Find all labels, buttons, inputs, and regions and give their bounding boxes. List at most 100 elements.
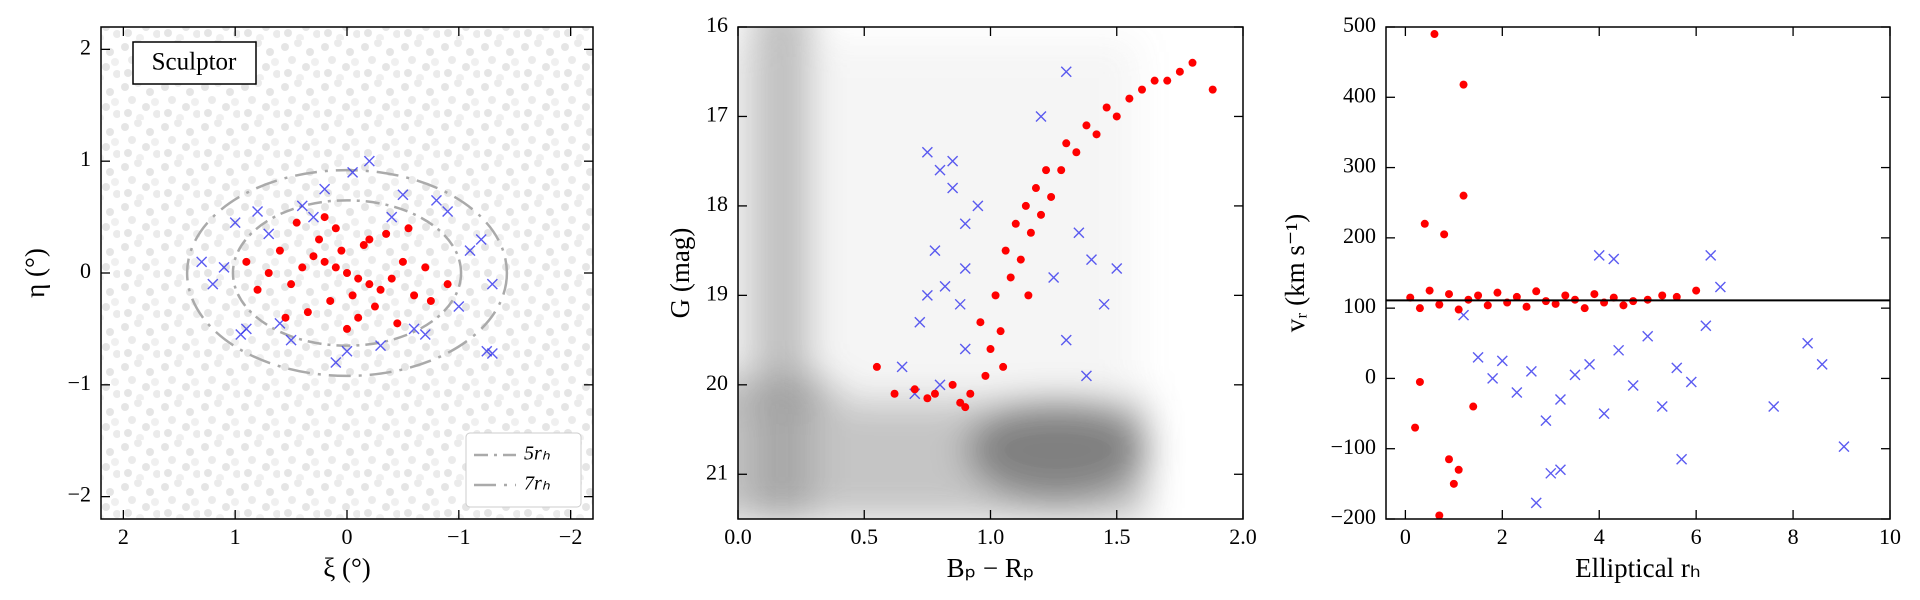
- plot-area: [185, 155, 509, 378]
- point: [421, 263, 430, 272]
- cross-point: [229, 217, 241, 229]
- point: [1175, 67, 1184, 76]
- point: [1163, 76, 1172, 85]
- point: [326, 296, 335, 305]
- point: [1445, 290, 1453, 299]
- cross-point: [430, 194, 442, 206]
- cross-point: [1656, 401, 1668, 413]
- cross-point: [1048, 271, 1060, 283]
- point: [370, 302, 379, 311]
- plot-area: [1406, 30, 1850, 519]
- y-tick-label: 19: [706, 280, 728, 305]
- y-tick-label: 200: [1343, 223, 1376, 248]
- cross-point: [1035, 110, 1047, 122]
- ellipse: [185, 168, 509, 378]
- point: [999, 362, 1008, 371]
- cross-point: [453, 301, 465, 313]
- point: [1590, 290, 1599, 299]
- cross-point: [218, 261, 230, 273]
- cross-point: [347, 166, 359, 178]
- cross-stroke: [397, 189, 409, 201]
- cross-point: [1540, 415, 1552, 427]
- x-axis-label: Bₚ − Rₚ: [947, 553, 1035, 583]
- y-tick-label: 2: [80, 34, 91, 59]
- point: [1445, 455, 1453, 464]
- cross-point: [330, 356, 342, 368]
- point: [1047, 192, 1056, 201]
- cross-stroke: [1511, 386, 1523, 398]
- x-tick-label: 8: [1788, 524, 1799, 549]
- point: [343, 269, 351, 277]
- point: [1532, 287, 1541, 296]
- cross-stroke: [1487, 372, 1499, 384]
- cross-stroke: [235, 329, 247, 340]
- cross-stroke: [1098, 298, 1110, 310]
- legend-label: 5rₕ: [524, 443, 551, 465]
- cross-point: [939, 280, 951, 292]
- cross-stroke: [959, 218, 971, 230]
- cross-point: [914, 316, 926, 328]
- point: [410, 291, 419, 300]
- cross-stroke: [1584, 358, 1596, 370]
- point: [1415, 377, 1424, 386]
- point: [930, 389, 939, 398]
- cross-point: [1613, 344, 1625, 356]
- cross-stroke: [475, 233, 487, 245]
- y-tick-label: 0: [1365, 363, 1376, 388]
- cross-point: [1608, 253, 1620, 265]
- cross-point: [972, 200, 984, 212]
- cross-stroke: [1060, 334, 1072, 346]
- cross-stroke: [442, 206, 454, 217]
- point: [1037, 210, 1045, 219]
- x-tick-label: 0: [1400, 524, 1411, 549]
- point: [398, 257, 407, 266]
- x-tick-label: 2.0: [1229, 524, 1257, 549]
- cross-stroke: [947, 182, 959, 194]
- cross-stroke: [285, 334, 297, 346]
- x-tick-label: 1: [230, 524, 241, 549]
- cross-stroke: [229, 217, 241, 229]
- cross-stroke: [319, 183, 331, 195]
- cross-stroke: [218, 261, 230, 273]
- cross-stroke: [1598, 408, 1610, 420]
- cross-point: [1060, 66, 1072, 78]
- point: [359, 241, 368, 250]
- point: [315, 235, 324, 244]
- point: [337, 246, 346, 255]
- y-tick-label: 1: [80, 146, 91, 171]
- point: [303, 308, 312, 317]
- point: [1112, 112, 1121, 121]
- cross-stroke: [972, 200, 984, 212]
- point: [1551, 299, 1560, 308]
- point: [1440, 230, 1449, 239]
- point: [890, 389, 899, 398]
- cross-stroke: [959, 343, 971, 355]
- cross-point: [896, 361, 908, 373]
- point: [393, 319, 402, 328]
- point: [1006, 273, 1015, 282]
- cross-point: [285, 334, 297, 346]
- x-tick-label: 0: [342, 524, 353, 549]
- cross-stroke: [408, 323, 420, 335]
- cross-point: [1073, 227, 1085, 239]
- cross-point: [1472, 351, 1484, 363]
- point: [1512, 292, 1521, 301]
- cross-point: [235, 329, 247, 340]
- cross-stroke: [1768, 401, 1780, 413]
- x-axis-label: ξ (°): [323, 553, 371, 583]
- cross-stroke: [929, 245, 941, 257]
- point: [1016, 255, 1025, 264]
- cross-stroke: [464, 245, 476, 257]
- cross-stroke: [1608, 253, 1620, 265]
- x-axis-label: Elliptical rₕ: [1575, 553, 1701, 583]
- x-tick-label: 10: [1879, 524, 1901, 549]
- cross-point: [386, 211, 398, 223]
- y-tick-label: −200: [1331, 504, 1376, 529]
- point: [387, 274, 396, 283]
- cross-point: [363, 155, 375, 167]
- cross-stroke: [1111, 263, 1123, 275]
- cross-stroke: [252, 206, 264, 217]
- cross-point: [1060, 334, 1072, 346]
- cross-point: [307, 211, 319, 223]
- cross-stroke: [430, 194, 442, 206]
